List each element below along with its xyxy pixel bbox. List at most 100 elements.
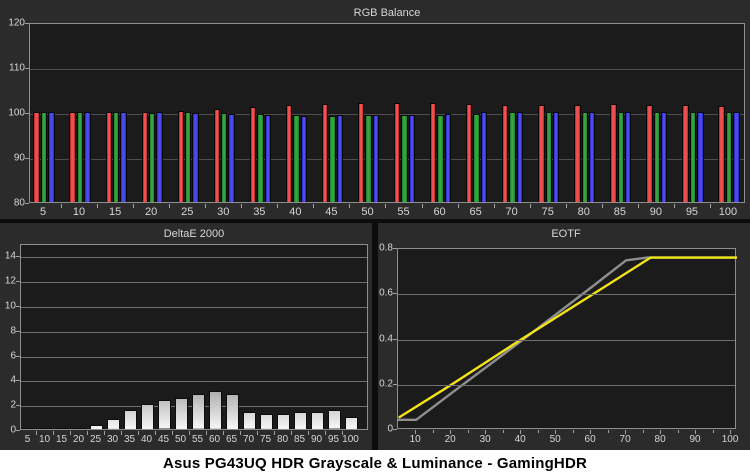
y-tick (25, 158, 29, 159)
x-tick (325, 431, 326, 435)
x-axis-label: 70 (242, 434, 255, 445)
delta-e-bar-75 (260, 414, 273, 429)
bar-green-20 (148, 112, 156, 202)
gridline-y14 (21, 257, 367, 259)
bar-blue-35 (264, 114, 271, 202)
x-tick (565, 204, 567, 208)
bar-blue-15 (120, 112, 127, 202)
x-axis-label: 75 (259, 434, 272, 445)
x-tick (61, 204, 63, 208)
bar-green-60 (437, 115, 444, 202)
caption-text: Asus PG43UQ HDR Grayscale & Luminance - … (162, 454, 588, 472)
delta-e-bar-40 (141, 403, 154, 429)
x-tick (97, 204, 99, 208)
delta-e-bar-85 (294, 411, 307, 429)
x-tick (87, 431, 88, 435)
x-tick (313, 204, 315, 208)
x-tick (385, 204, 387, 208)
bar-red-85 (610, 104, 617, 202)
bar-blue-80 (588, 112, 596, 202)
gridline-y100 (30, 114, 744, 115)
bar-red-50 (357, 103, 365, 202)
x-tick (121, 431, 122, 435)
bar-green-25 (185, 112, 192, 202)
delta-e-bar-70 (243, 412, 256, 429)
bar-blue-5 (48, 112, 55, 202)
rgb-balance-title: RGB Balance (353, 7, 421, 19)
bar-blue-60 (444, 114, 452, 202)
x-axis-label: 10 (72, 206, 86, 218)
x-mid-tick (537, 430, 539, 433)
y-axis-label: 12 (4, 275, 16, 287)
bar-red-15 (105, 112, 112, 202)
x-mid-tick (502, 430, 504, 433)
y-axis-label: 80 (13, 197, 25, 209)
x-axis-label: 85 (293, 434, 306, 445)
x-tick (172, 431, 173, 435)
delta-e-bar-45 (158, 400, 171, 429)
x-axis-label: 100 (721, 434, 739, 445)
delta-e-bar-35 (124, 409, 137, 429)
bar-blue-45 (336, 114, 343, 202)
delta-e-bar-55 (192, 394, 205, 429)
y-tick (25, 113, 29, 114)
y-tick (25, 68, 29, 69)
x-tick (36, 431, 37, 435)
x-axis-label: 90 (649, 206, 663, 218)
x-tick (241, 204, 243, 208)
x-mid-tick (572, 430, 574, 433)
x-tick (485, 430, 487, 434)
x-axis-label: 100 (718, 206, 738, 218)
bar-blue-55 (408, 114, 416, 202)
bar-blue-95 (697, 112, 704, 202)
x-tick (257, 431, 258, 435)
y-tick (16, 405, 20, 407)
x-axis-label: 40 (514, 434, 526, 445)
delta-e-bar-100 (345, 416, 358, 429)
bar-blue-75 (552, 112, 560, 202)
bar-green-85 (617, 112, 625, 202)
x-mid-tick (467, 430, 469, 433)
x-axis-label: 15 (108, 206, 122, 218)
gridline-y12 (21, 282, 367, 284)
y-axis-label: 90 (13, 152, 25, 164)
bar-green-55 (401, 114, 408, 202)
delta-e-bar-80 (277, 413, 290, 429)
x-axis-label: 25 (89, 434, 102, 445)
y-tick (16, 355, 20, 357)
x-axis-label: 45 (157, 434, 170, 445)
bar-green-70 (509, 111, 516, 202)
x-tick (155, 431, 156, 435)
delta-e-bar-25 (90, 424, 103, 429)
y-tick (16, 380, 20, 382)
bar-green-5 (40, 112, 48, 202)
delta-e-bar-65 (226, 393, 239, 429)
y-tick (16, 330, 20, 332)
bar-green-95 (689, 112, 697, 202)
bar-red-40 (285, 105, 293, 202)
x-mid-tick (432, 430, 434, 433)
x-tick (138, 431, 139, 435)
bar-blue-30 (228, 113, 235, 202)
gridline-y0.6 (398, 294, 735, 296)
y-axis-label: 4 (10, 374, 16, 386)
bar-green-65 (473, 113, 480, 202)
x-tick (730, 430, 732, 434)
x-axis-label: 20 (145, 206, 158, 218)
y-axis-label: 120 (8, 17, 25, 29)
x-axis-label: 80 (654, 434, 666, 445)
y-axis-label: 0.8 (379, 242, 393, 254)
bar-blue-70 (516, 112, 524, 202)
x-tick (695, 430, 697, 434)
gridline-y6 (21, 356, 367, 358)
bar-green-75 (545, 112, 552, 202)
x-mid-tick (642, 430, 644, 433)
bar-red-30 (213, 108, 221, 202)
y-tick (393, 338, 397, 340)
x-axis-label: 60 (208, 434, 221, 445)
gridline-y4 (21, 381, 367, 383)
bar-green-15 (112, 112, 120, 202)
eotf-lines (398, 256, 737, 422)
x-tick (493, 204, 495, 208)
x-tick (637, 204, 639, 208)
